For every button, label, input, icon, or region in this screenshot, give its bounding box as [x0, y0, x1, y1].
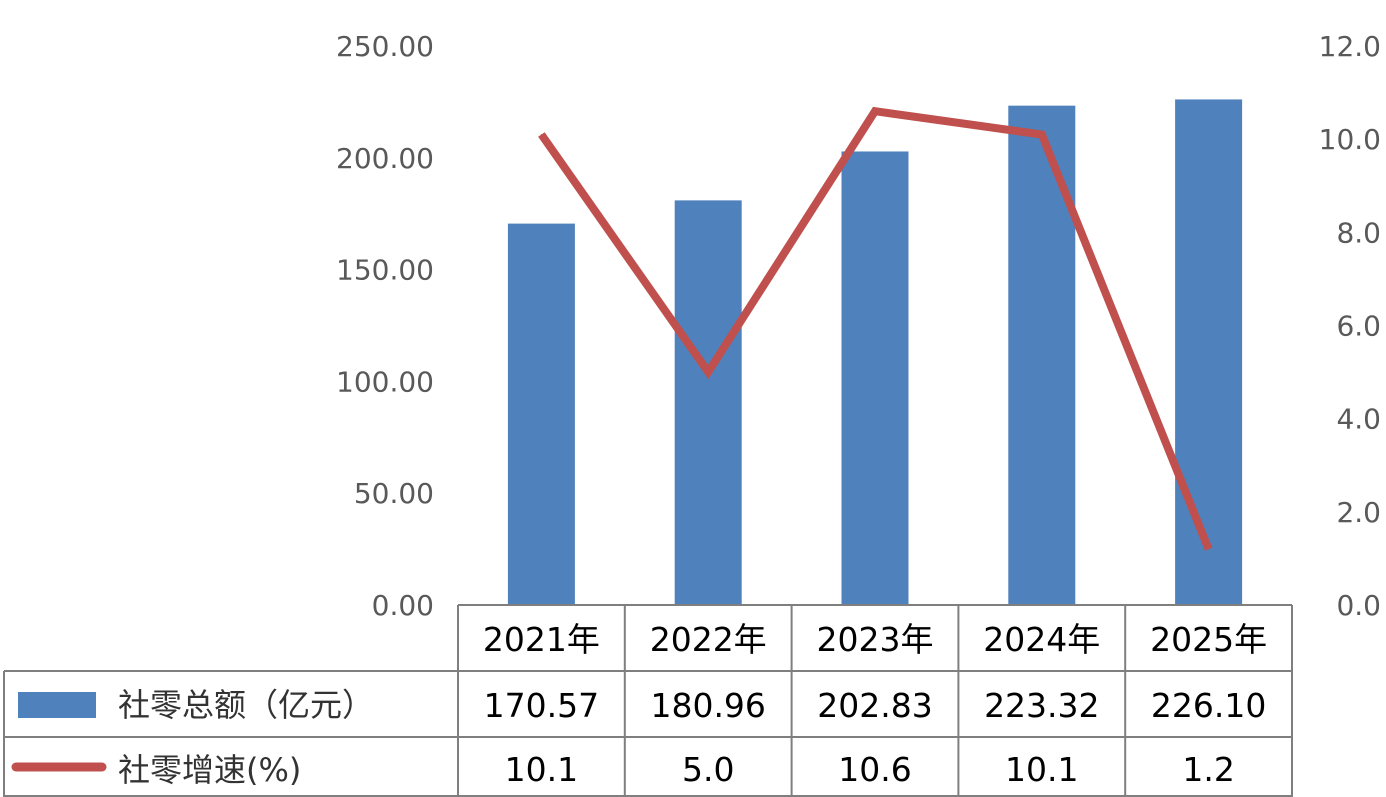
data-label: 223.32: [984, 686, 1099, 725]
right-y-tick-label: 12.0: [1319, 30, 1381, 63]
data-label: 10.1: [505, 750, 578, 789]
x-tick-label: 2022年: [650, 620, 767, 659]
right-y-tick-label: 8.0: [1336, 216, 1381, 249]
left-y-tick-label: 150.00: [336, 254, 434, 287]
bar: [1008, 105, 1076, 605]
left-y-tick-label: 0.00: [372, 589, 434, 622]
legend-label-line: 社零增速(%): [118, 751, 301, 789]
data-label: 10.1: [1005, 750, 1078, 789]
bar: [507, 223, 575, 606]
line-point: [1208, 548, 1210, 550]
left-y-tick-label: 200.00: [336, 142, 434, 175]
line-point: [540, 134, 542, 136]
right-y-tick-label: 10.0: [1319, 123, 1381, 156]
line-point: [707, 371, 709, 373]
right-y-axis: 0.0 2.0 4.0 6.0 8.0 10.0 12.0: [1319, 30, 1381, 622]
line-point: [1041, 134, 1043, 136]
left-y-tick-label: 100.00: [336, 365, 434, 398]
left-y-tick-label: 250.00: [336, 30, 434, 63]
data-label: 5.0: [682, 750, 734, 789]
bar: [1175, 99, 1243, 605]
x-tick-label: 2025年: [1150, 620, 1267, 659]
left-y-axis: 0.00 50.00 100.00 150.00 200.00 250.00: [336, 30, 434, 622]
x-tick-label: 2021年: [483, 620, 600, 659]
legend-label-bar: 社零总额（亿元）: [118, 686, 374, 724]
data-label: 1.2: [1182, 750, 1234, 789]
right-y-tick-label: 0.0: [1336, 589, 1381, 622]
data-label: 180.96: [650, 686, 765, 725]
data-label: 226.10: [1151, 686, 1266, 725]
x-tick-label: 2023年: [817, 620, 934, 659]
data-label: 10.6: [838, 750, 911, 789]
line-series: [538, 106, 1213, 551]
right-y-tick-label: 4.0: [1336, 403, 1381, 436]
bar: [674, 200, 742, 605]
x-tick-label: 2024年: [983, 620, 1100, 659]
line-point: [874, 110, 876, 112]
right-y-tick-label: 6.0: [1336, 310, 1381, 343]
bar: [841, 151, 909, 606]
data-label: 202.83: [817, 686, 932, 725]
right-y-tick-label: 2.0: [1336, 496, 1381, 529]
legend-key-bar: [18, 692, 96, 718]
data-label: 170.57: [484, 686, 599, 725]
left-y-tick-label: 50.00: [354, 477, 434, 510]
